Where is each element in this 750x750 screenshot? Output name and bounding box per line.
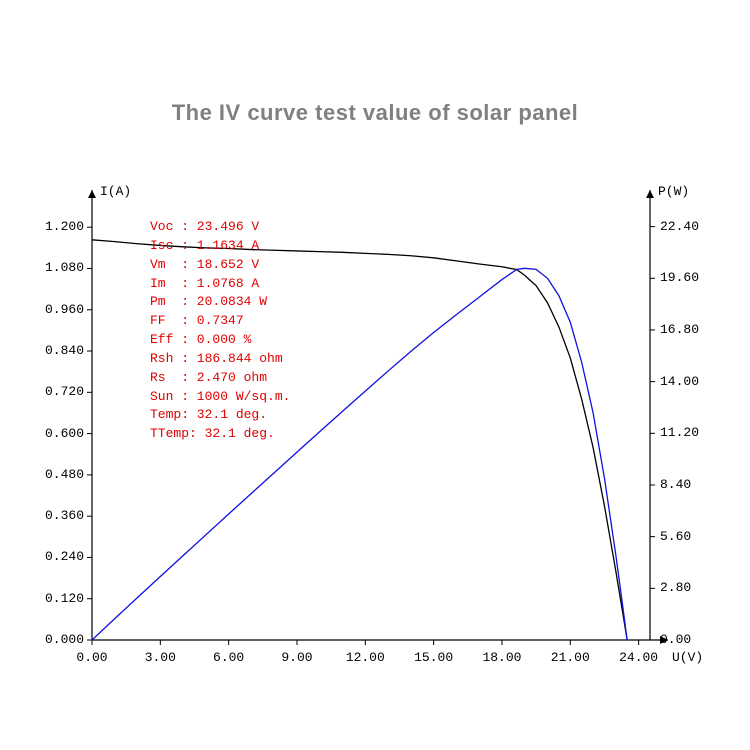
y-left-tick-label: 0.480 [34, 467, 84, 482]
y-left-tick-label: 1.200 [34, 219, 84, 234]
param-row: FF : 0.7347 [150, 312, 290, 331]
x-tick-label: 21.00 [540, 650, 600, 665]
y-left-axis-label: I(A) [100, 184, 131, 199]
chart-canvas [0, 0, 750, 750]
y-right-tick-label: 0.00 [660, 632, 691, 647]
param-row: Im : 1.0768 A [150, 275, 290, 294]
y-right-tick-label: 2.80 [660, 580, 691, 595]
x-tick-label: 6.00 [199, 650, 259, 665]
param-row: Temp: 32.1 deg. [150, 406, 290, 425]
x-tick-label: 0.00 [62, 650, 122, 665]
y-left-tick-label: 0.240 [34, 549, 84, 564]
y-right-tick-label: 8.40 [660, 477, 691, 492]
y-left-tick-label: 0.720 [34, 384, 84, 399]
y-left-tick-label: 0.360 [34, 508, 84, 523]
y-right-tick-label: 22.40 [660, 219, 699, 234]
param-row: Eff : 0.000 % [150, 331, 290, 350]
x-tick-label: 15.00 [404, 650, 464, 665]
x-tick-label: 24.00 [609, 650, 669, 665]
y-right-tick-label: 11.20 [660, 425, 699, 440]
param-row: Rsh : 186.844 ohm [150, 350, 290, 369]
x-tick-label: 9.00 [267, 650, 327, 665]
x-axis-label: U(V) [672, 650, 703, 665]
y-left-tick-label: 0.840 [34, 343, 84, 358]
y-right-tick-label: 19.60 [660, 270, 699, 285]
y-left-tick-label: 0.000 [34, 632, 84, 647]
param-row: Isc : 1.1634 A [150, 237, 290, 256]
parameter-box: Voc : 23.496 VIsc : 1.1634 AVm : 18.652 … [150, 218, 290, 444]
x-tick-label: 18.00 [472, 650, 532, 665]
param-row: Pm : 20.0834 W [150, 293, 290, 312]
param-row: Sun : 1000 W/sq.m. [150, 388, 290, 407]
x-tick-label: 12.00 [335, 650, 395, 665]
param-row: TTemp: 32.1 deg. [150, 425, 290, 444]
x-tick-label: 3.00 [130, 650, 190, 665]
y-left-tick-label: 0.960 [34, 302, 84, 317]
y-left-tick-label: 0.120 [34, 591, 84, 606]
param-row: Vm : 18.652 V [150, 256, 290, 275]
y-right-tick-label: 16.80 [660, 322, 699, 337]
param-row: Rs : 2.470 ohm [150, 369, 290, 388]
y-left-tick-label: 0.600 [34, 426, 84, 441]
param-row: Voc : 23.496 V [150, 218, 290, 237]
y-right-tick-label: 14.00 [660, 374, 699, 389]
y-right-tick-label: 5.60 [660, 529, 691, 544]
y-left-tick-label: 1.080 [34, 260, 84, 275]
y-right-axis-label: P(W) [658, 184, 689, 199]
